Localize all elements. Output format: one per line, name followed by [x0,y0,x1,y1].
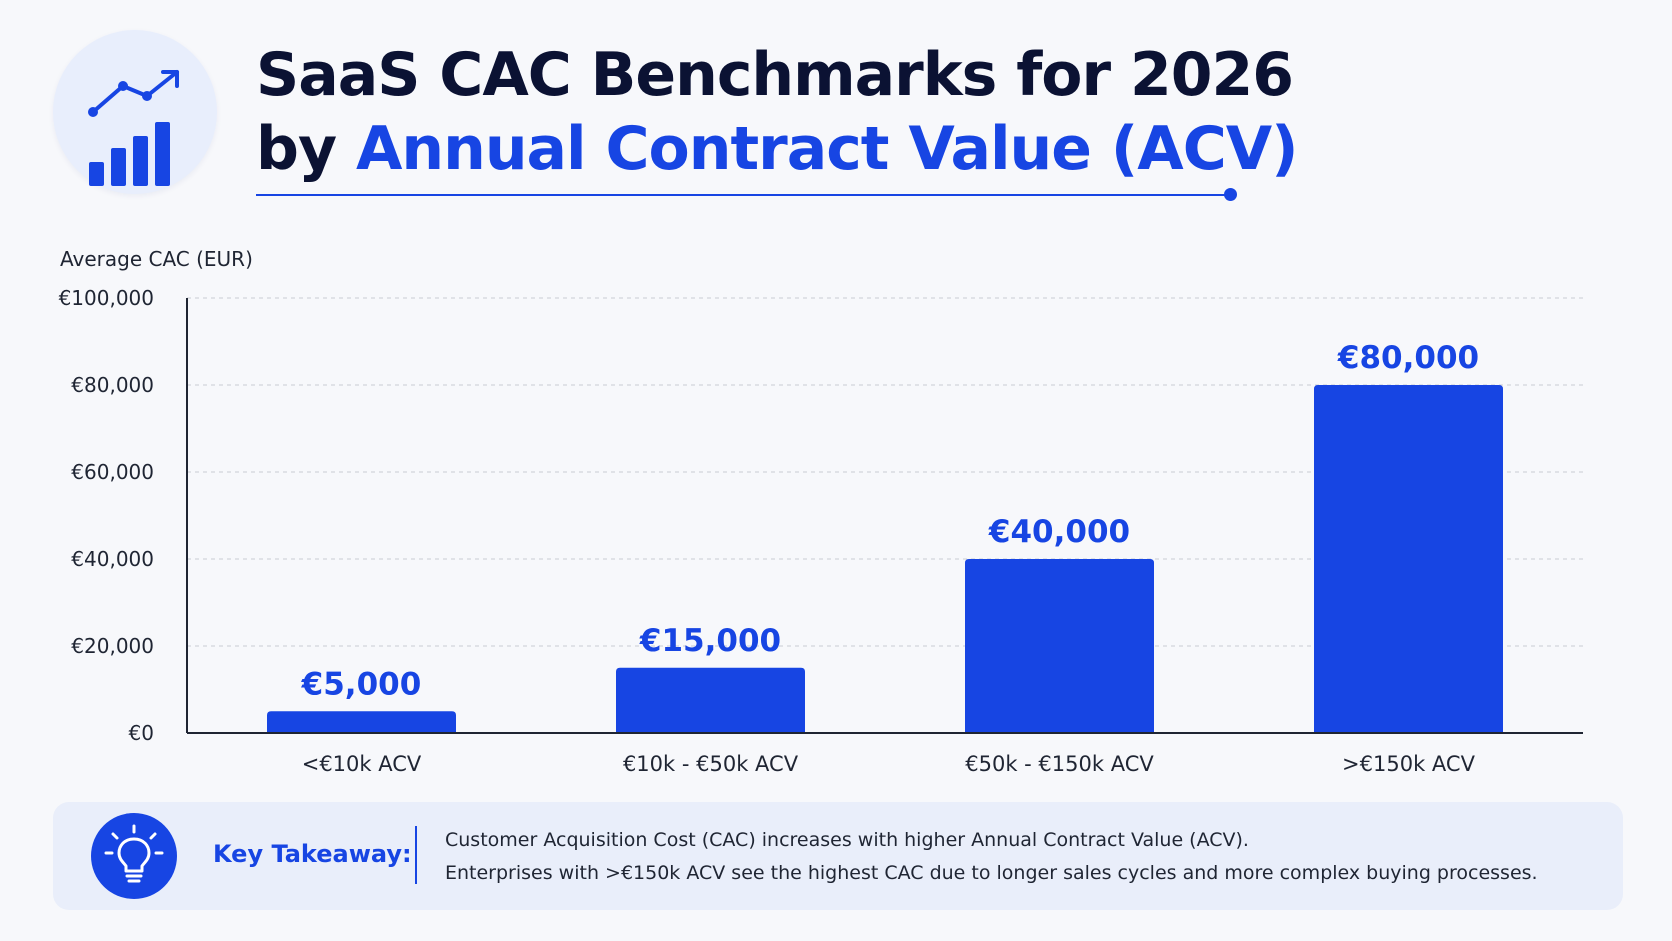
bar-chart: Average CAC (EUR) €0 €20,000 €40,000 €60,00… [59,247,1583,776]
title-line-2: by Annual Contract Value (ACV) [256,112,1299,186]
x-tick-label: >€150k ACV [1342,752,1476,776]
title-line-1: SaaS CAC Benchmarks for 2026 [256,40,1294,110]
x-tick-labels: <€10k ACV €10k - €50k ACV €50k - €150k ACV… [302,752,1476,776]
y-tick-label: €100,000 [59,286,154,310]
bar [1314,385,1503,733]
y-tick-label: €80,000 [71,373,154,397]
bars [267,385,1503,733]
title-underline [256,194,1230,196]
header-chart-icon-badge [53,30,217,194]
bar [616,667,805,733]
data-label: €15,000 [639,623,781,659]
key-takeaway-label: Key Takeaway: [213,840,412,868]
y-tick-labels: €0 €20,000 €40,000 €60,000 €80,000 €100,000 [59,286,154,745]
key-takeaway-line-1: Customer Acquisition Cost (CAC) increase… [445,829,1249,851]
key-takeaway-text: Customer Acquisition Cost (CAC) increase… [445,824,1538,890]
data-label: €40,000 [988,514,1130,550]
lightbulb-badge [91,813,177,899]
bar [965,559,1154,733]
bar-chart-trend-icon [88,70,179,186]
key-takeaway-panel: Key Takeaway: Customer Acquisition Cost … [53,802,1623,910]
y-tick-label: €0 [129,721,154,745]
x-tick-label: €50k - €150k ACV [965,752,1154,776]
key-takeaway-line-2: Enterprises with >€150k ACV see the high… [445,862,1538,884]
data-labels: €5,000 €15,000 €40,000 €80,000 [301,340,1479,702]
y-tick-label: €40,000 [71,547,154,571]
page-title: SaaS CAC Benchmarks for 2026 by Annual C… [256,38,1299,186]
title-line-2-accent: Annual Contract Value (ACV) [355,114,1299,184]
x-tick-label: €10k - €50k ACV [623,752,799,776]
y-axis-label: Average CAC (EUR) [60,247,253,271]
y-tick-label: €60,000 [71,460,154,484]
bar [267,711,456,733]
title-line-2-prefix: by [256,114,337,184]
x-tick-label: <€10k ACV [302,752,422,776]
key-takeaway-divider [415,826,417,884]
title-underline-dot [1224,188,1237,201]
data-label: €80,000 [1337,340,1479,376]
y-tick-label: €20,000 [71,634,154,658]
lightbulb-icon [104,824,164,883]
data-label: €5,000 [301,666,422,702]
